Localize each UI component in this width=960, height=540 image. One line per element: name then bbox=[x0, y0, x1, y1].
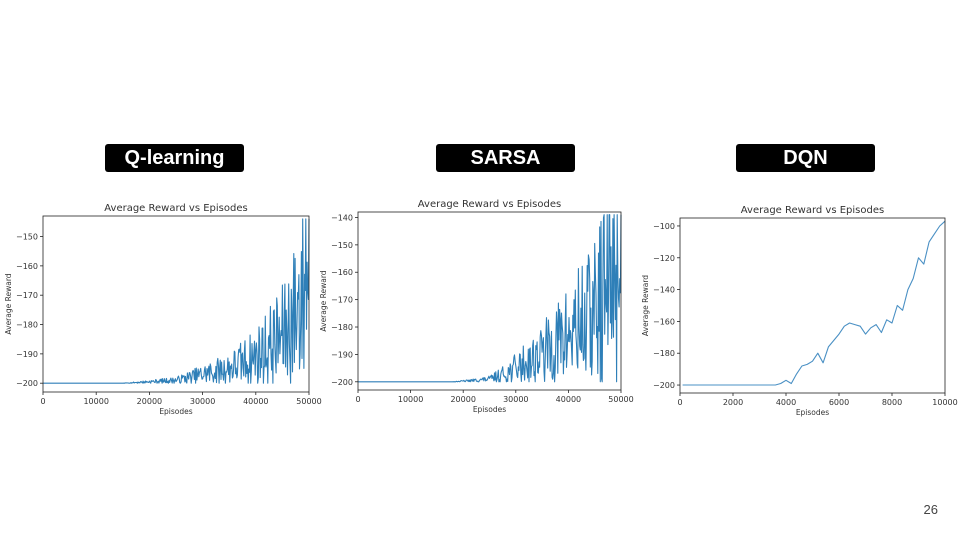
x-tick-label: 0 bbox=[355, 395, 360, 404]
x-axis-label: Episodes bbox=[796, 408, 829, 417]
x-tick-label: 40000 bbox=[556, 395, 581, 404]
q-learning-chart: Average Reward vs Episodes 0 10000 20000 300… bbox=[4, 203, 322, 416]
x-tick-label: 6000 bbox=[829, 398, 849, 407]
y-tick-label: −150 bbox=[331, 241, 353, 250]
x-tick-label: 0 bbox=[40, 397, 45, 406]
dqn-badge: DQN bbox=[736, 144, 875, 172]
y-tick-label: −100 bbox=[653, 222, 675, 231]
x-axis-label: Episodes bbox=[159, 407, 192, 416]
x-axis-label: Episodes bbox=[473, 405, 506, 414]
page-number: 26 bbox=[923, 502, 938, 517]
x-tick-label: 8000 bbox=[882, 398, 902, 407]
series-line bbox=[682, 220, 946, 386]
x-tick-label: 0 bbox=[677, 398, 682, 407]
series-line bbox=[43, 218, 310, 384]
y-tick-label: −190 bbox=[16, 350, 38, 359]
y-axis-label: Average Reward bbox=[641, 275, 650, 336]
y-axis-label: Average Reward bbox=[4, 273, 13, 334]
y-tick-label: −170 bbox=[331, 296, 353, 305]
q-learning-badge: Q-learning bbox=[105, 144, 244, 172]
y-tick-label: −140 bbox=[653, 286, 675, 295]
dqn-chart: Average Reward vs Episodes 0 2000 4000 6000 8… bbox=[641, 205, 958, 417]
x-tick-label: 50000 bbox=[608, 395, 633, 404]
y-axis-label: Average Reward bbox=[319, 270, 328, 331]
y-tick-label: −180 bbox=[16, 321, 38, 330]
chart-title: Average Reward vs Episodes bbox=[418, 199, 561, 210]
x-tick-label: 20000 bbox=[450, 395, 475, 404]
chart-title: Average Reward vs Episodes bbox=[741, 205, 884, 216]
x-tick-label: 10000 bbox=[932, 398, 957, 407]
sarsa-badge: SARSA bbox=[436, 144, 575, 172]
y-tick-label: −150 bbox=[16, 233, 38, 242]
x-tick-label: 20000 bbox=[137, 397, 162, 406]
y-tick-label: −170 bbox=[16, 291, 38, 300]
y-tick-label: −180 bbox=[331, 323, 353, 332]
x-tick-label: 30000 bbox=[190, 397, 215, 406]
y-tick-label: −200 bbox=[653, 381, 675, 390]
y-tick-label: −160 bbox=[331, 268, 353, 277]
y-tick-label: −200 bbox=[16, 379, 38, 388]
plot-frame bbox=[42, 215, 310, 393]
x-tick-label: 50000 bbox=[296, 397, 321, 406]
y-tick-label: −160 bbox=[16, 262, 38, 271]
plot-frame bbox=[357, 211, 622, 391]
sarsa-chart: Average Reward vs Episodes 0 10000 20000 300… bbox=[319, 199, 634, 414]
y-tick-label: −180 bbox=[653, 349, 675, 358]
y-tick-label: −200 bbox=[331, 378, 353, 387]
y-tick-label: −190 bbox=[331, 350, 353, 359]
x-tick-label: 30000 bbox=[503, 395, 528, 404]
series-line bbox=[358, 214, 622, 383]
y-tick-label: −120 bbox=[653, 254, 675, 263]
plot-frame bbox=[679, 217, 946, 394]
x-tick-label: 2000 bbox=[723, 398, 743, 407]
x-tick-label: 40000 bbox=[243, 397, 268, 406]
chart-title: Average Reward vs Episodes bbox=[104, 203, 247, 214]
x-tick-label: 10000 bbox=[398, 395, 423, 404]
x-tick-label: 4000 bbox=[776, 398, 796, 407]
x-tick-label: 10000 bbox=[83, 397, 108, 406]
y-tick-label: −160 bbox=[653, 317, 675, 326]
y-tick-label: −140 bbox=[331, 213, 353, 222]
